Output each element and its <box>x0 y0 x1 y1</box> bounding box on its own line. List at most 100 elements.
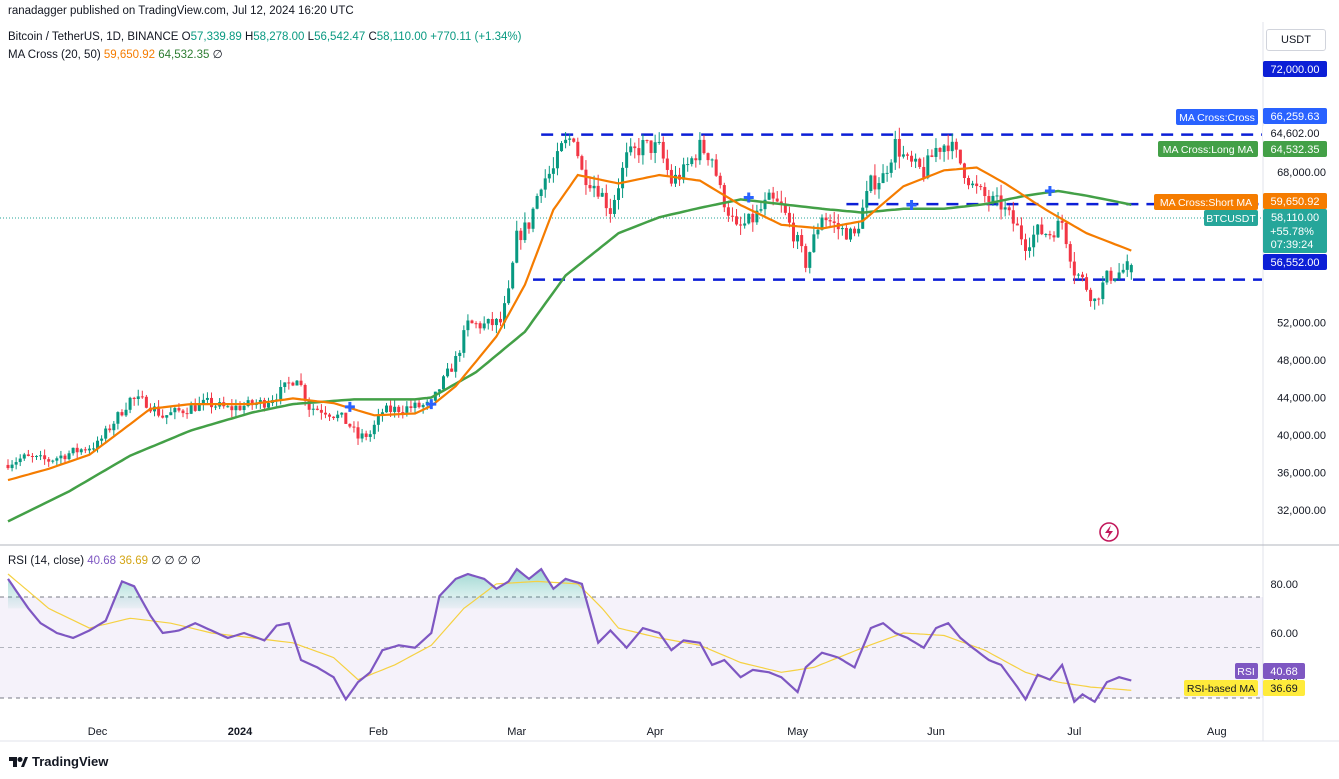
candle-body <box>1093 298 1097 302</box>
price-tick-label: 40,000.00 <box>1277 430 1326 442</box>
candle-body <box>612 199 616 214</box>
candle-body <box>397 406 401 413</box>
candle-body <box>621 167 625 189</box>
candle-body <box>409 406 413 408</box>
symbol-title[interactable]: Bitcoin / TetherUS, 1D, BINANCE <box>8 31 179 43</box>
candle-body <box>991 195 995 202</box>
candle-body <box>446 368 450 377</box>
time-axis[interactable]: Dec 2024 Feb Mar Apr May Jun Jul Aug <box>88 726 1227 738</box>
time-tick-label: Apr <box>647 726 664 738</box>
candle-body <box>580 156 584 170</box>
candle-body <box>511 262 515 289</box>
tag-56552-bg <box>1263 254 1327 270</box>
candle-body <box>901 154 905 157</box>
long-ma-value: 64,532.35 <box>1271 144 1320 156</box>
candle-body <box>1113 278 1117 281</box>
short-ma-line <box>7 166 1132 482</box>
candle-body <box>926 155 930 178</box>
candle-body <box>332 416 336 419</box>
rsi-tag-value: 40.68 <box>1270 666 1298 678</box>
candle-body <box>942 145 946 152</box>
candle-body <box>1056 220 1060 238</box>
candle-body <box>1089 289 1093 302</box>
candle-body <box>800 235 804 247</box>
candle-body <box>641 140 645 156</box>
candle-body <box>458 352 462 357</box>
time-tick-label: Feb <box>369 726 388 738</box>
candle-body <box>804 246 808 268</box>
tradingview-brand[interactable]: TradingView <box>32 754 109 769</box>
candle-body <box>71 447 75 454</box>
candle-body <box>1101 282 1105 299</box>
candle-body <box>63 455 67 460</box>
candle-body <box>706 153 710 161</box>
candle-body <box>1007 207 1011 211</box>
candle-body <box>950 141 954 152</box>
candle-body <box>987 196 991 202</box>
candle-body <box>503 303 507 323</box>
candle-body <box>79 449 83 453</box>
tag-72000-bg <box>1263 61 1327 77</box>
rsi-ma-tag-bg <box>1184 680 1258 696</box>
candle-body <box>759 209 763 211</box>
candle-body <box>779 201 783 204</box>
candle-body <box>124 409 128 416</box>
candles <box>6 127 1133 472</box>
candle-body <box>266 403 270 408</box>
candle-body <box>303 384 307 401</box>
candle-body <box>938 147 942 152</box>
price-tick-label: 44,000.00 <box>1277 392 1326 404</box>
candle-body <box>1076 274 1080 276</box>
candle-body <box>486 318 490 324</box>
candle-body <box>979 186 983 188</box>
candle-body <box>140 396 144 398</box>
candle-body <box>234 405 238 411</box>
candle-body <box>1105 270 1109 283</box>
candle-body <box>1117 272 1121 279</box>
candle-body <box>498 318 502 323</box>
candle-body <box>808 252 812 268</box>
candle-body <box>633 146 637 149</box>
currency-button[interactable]: USDT <box>1266 29 1326 51</box>
candle-body <box>649 140 653 153</box>
candle-body <box>743 223 747 226</box>
candle-body <box>861 207 865 229</box>
candle-body <box>519 230 523 241</box>
candle-body <box>454 356 458 372</box>
candle-body <box>201 399 205 404</box>
candle-body <box>389 405 393 412</box>
candle-body <box>205 397 209 400</box>
ma-cross-tag: MA Cross:Cross <box>1179 112 1255 124</box>
candle-body <box>336 414 340 419</box>
candle-body <box>507 288 511 304</box>
candle-body <box>161 415 165 418</box>
candle-body <box>889 162 893 173</box>
candle-body <box>551 168 555 174</box>
candle-body <box>242 405 246 411</box>
ma-title[interactable]: MA Cross (20, 50) <box>8 49 101 61</box>
candle-body <box>482 323 486 329</box>
rsi-tag-value-bg <box>1263 663 1305 679</box>
candle-body <box>576 141 580 157</box>
candle-body <box>128 397 132 410</box>
candle-body <box>173 408 177 413</box>
candle-body <box>971 183 975 186</box>
candle-body <box>112 423 116 431</box>
candle-body <box>340 412 344 415</box>
candle-body <box>975 183 979 187</box>
symbol-tag: BTCUSDT <box>1206 213 1256 225</box>
candle-body <box>299 380 303 385</box>
candle-body <box>1019 225 1023 240</box>
rsi-title[interactable]: RSI (14, close) <box>8 555 85 567</box>
candle-body <box>417 402 421 408</box>
time-tick-label: Dec <box>88 726 108 738</box>
flash-icon[interactable] <box>1099 522 1119 542</box>
candle-body <box>372 424 376 435</box>
long-ma-line <box>7 189 1132 523</box>
tag-64602-bg <box>1263 125 1327 141</box>
candle-body <box>356 427 360 439</box>
candle-body <box>83 449 87 451</box>
candle-body <box>555 151 559 169</box>
candle-body <box>787 212 791 223</box>
